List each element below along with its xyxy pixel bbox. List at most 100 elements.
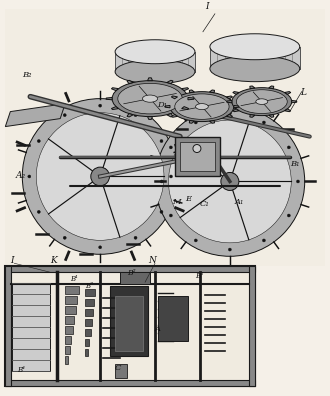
Bar	[65, 316, 74, 324]
Text: A: A	[155, 325, 161, 333]
Ellipse shape	[236, 90, 287, 114]
Polygon shape	[189, 120, 194, 123]
Polygon shape	[171, 114, 178, 117]
Circle shape	[194, 121, 197, 124]
Polygon shape	[171, 96, 178, 99]
Text: I: I	[205, 2, 209, 11]
Ellipse shape	[115, 40, 195, 64]
Bar	[180, 141, 215, 171]
Polygon shape	[227, 101, 232, 103]
Ellipse shape	[170, 91, 234, 122]
Circle shape	[296, 180, 299, 183]
Ellipse shape	[196, 104, 208, 110]
Bar	[5, 266, 255, 386]
Circle shape	[170, 175, 173, 178]
Circle shape	[262, 239, 265, 242]
Polygon shape	[112, 107, 118, 110]
Bar	[85, 309, 93, 316]
Polygon shape	[112, 88, 118, 91]
Bar	[65, 286, 79, 294]
Circle shape	[99, 104, 102, 107]
Bar	[175, 137, 220, 177]
Text: L: L	[300, 88, 306, 97]
Polygon shape	[165, 105, 170, 108]
Text: D₁: D₁	[157, 101, 167, 109]
Bar	[85, 299, 94, 306]
Polygon shape	[233, 91, 239, 94]
Text: A₂: A₂	[15, 171, 25, 181]
Text: E: E	[185, 195, 191, 204]
Polygon shape	[269, 114, 274, 117]
Circle shape	[160, 180, 163, 183]
Circle shape	[91, 167, 110, 186]
Polygon shape	[5, 104, 65, 127]
Circle shape	[28, 175, 31, 178]
Circle shape	[22, 99, 178, 254]
Circle shape	[287, 214, 290, 217]
Circle shape	[134, 114, 137, 117]
Text: M: M	[172, 198, 181, 206]
Polygon shape	[210, 120, 215, 123]
Polygon shape	[284, 91, 291, 94]
Polygon shape	[250, 86, 255, 89]
Bar	[65, 336, 71, 344]
Text: B₂: B₂	[22, 70, 32, 79]
Circle shape	[155, 107, 305, 256]
Polygon shape	[127, 80, 133, 84]
Text: B²: B²	[127, 269, 136, 277]
Text: B¹: B¹	[195, 272, 204, 280]
Polygon shape	[167, 80, 173, 84]
Circle shape	[160, 210, 163, 213]
Polygon shape	[182, 88, 189, 91]
Bar	[85, 329, 90, 336]
Circle shape	[194, 239, 197, 242]
Bar	[158, 296, 188, 341]
Ellipse shape	[112, 81, 188, 116]
Bar	[85, 349, 88, 356]
Text: B₁: B₁	[290, 160, 299, 168]
Text: K: K	[50, 256, 57, 265]
Bar	[5, 380, 255, 386]
Bar	[115, 52, 195, 72]
Bar	[65, 306, 76, 314]
Polygon shape	[167, 114, 173, 117]
Circle shape	[193, 145, 201, 152]
Bar	[65, 346, 70, 354]
Circle shape	[262, 121, 265, 124]
Bar	[110, 286, 148, 356]
Text: B³: B³	[85, 282, 93, 290]
Circle shape	[63, 114, 66, 117]
Bar	[85, 339, 89, 346]
Circle shape	[287, 146, 290, 149]
Circle shape	[134, 236, 137, 239]
Text: I: I	[10, 256, 14, 265]
Circle shape	[37, 210, 40, 213]
FancyBboxPatch shape	[5, 9, 325, 266]
Circle shape	[228, 248, 231, 251]
Circle shape	[221, 173, 239, 190]
Polygon shape	[148, 78, 152, 81]
Text: B¹: B¹	[70, 275, 78, 283]
Polygon shape	[182, 107, 189, 110]
Polygon shape	[210, 90, 215, 93]
Polygon shape	[188, 97, 194, 100]
Circle shape	[169, 146, 172, 149]
Bar	[115, 364, 127, 378]
Bar	[65, 326, 73, 334]
Ellipse shape	[210, 34, 300, 60]
Polygon shape	[226, 96, 233, 99]
Ellipse shape	[175, 94, 229, 119]
Circle shape	[36, 112, 164, 240]
Bar	[12, 283, 50, 371]
Ellipse shape	[143, 95, 158, 102]
Polygon shape	[189, 90, 194, 93]
Circle shape	[169, 120, 291, 243]
Circle shape	[160, 139, 163, 143]
Ellipse shape	[115, 60, 195, 84]
Circle shape	[37, 139, 40, 143]
Text: B⁴: B⁴	[17, 366, 25, 374]
Polygon shape	[292, 101, 297, 103]
Text: A₁: A₁	[235, 198, 244, 206]
Polygon shape	[226, 114, 233, 117]
Bar	[249, 266, 255, 386]
